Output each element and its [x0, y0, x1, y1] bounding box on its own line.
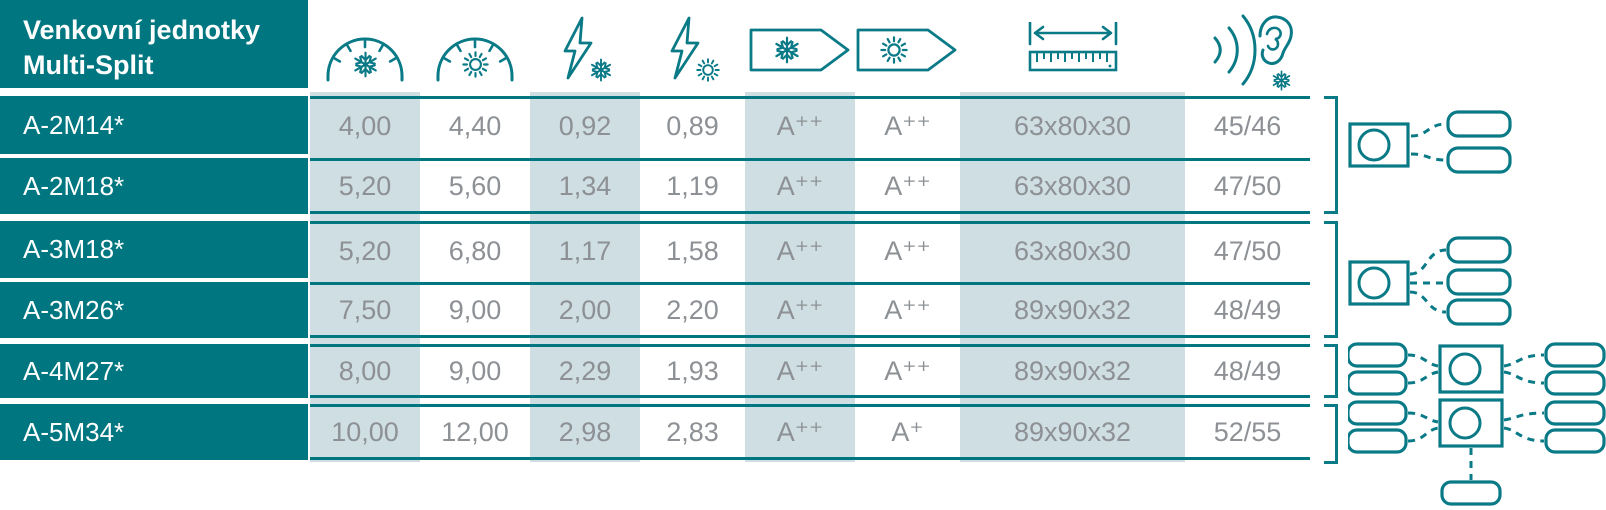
cell-energy-class-heating: A⁺: [891, 416, 924, 447]
bolt-snowflake-icon: [563, 16, 613, 82]
cell-noise-level: 48/49: [1213, 355, 1282, 386]
cell-dimensions: 89x90x32: [1013, 416, 1132, 447]
cell-noise-level: 52/55: [1213, 416, 1282, 447]
cell-dimensions: 63x80x30: [1013, 170, 1132, 201]
group-bracket-4-units: [1324, 344, 1338, 398]
config-diagram-3-indoor-units: [1348, 236, 1512, 326]
cell-cooling-capacity: 8,00: [338, 355, 392, 386]
gauge-snowflake-icon: [326, 37, 404, 82]
model-name: A-2M14*: [0, 96, 308, 154]
model-name: A-4M27*: [0, 344, 308, 398]
cell-heating-capacity: 9,00: [448, 355, 502, 386]
cell-power-input-cooling: 2,29: [558, 355, 612, 386]
energy-label-sun-icon: [856, 28, 957, 72]
model-name: A-2M18*: [0, 158, 308, 214]
cell-noise-level: 48/49: [1213, 294, 1282, 325]
table-row: A-3M18* 5,20 6,80 1,17 1,58 A⁺⁺ A⁺⁺ 63x8…: [0, 221, 1310, 278]
column-stripe: [530, 92, 640, 462]
cell-cooling-capacity: 7,50: [338, 294, 392, 325]
cell-energy-class-cooling: A⁺⁺: [776, 170, 824, 201]
cell-energy-class-cooling: A⁺⁺: [776, 111, 824, 141]
table-header-title: Venkovní jednotky Multi-Split: [0, 0, 308, 88]
cell-power-input-heating: 1,19: [666, 170, 719, 201]
column-stripe: [310, 92, 420, 462]
model-name: A-3M18*: [0, 221, 308, 278]
table-row: A-5M34* 10,00 12,00 2,98 2,83 A⁺⁺ A⁺ 89x…: [0, 404, 1310, 460]
cell-power-input-heating: 1,93: [666, 355, 719, 386]
cell-power-input-heating: 2,20: [666, 294, 719, 325]
ear-sound-snowflake-icon: [1213, 14, 1293, 91]
ruler-icon: [1028, 22, 1118, 72]
cell-energy-class-heating: A⁺⁺: [884, 235, 931, 266]
cell-cooling-capacity: 5,20: [338, 170, 392, 201]
cell-cooling-capacity: 5,20: [338, 235, 392, 266]
cell-heating-capacity: 5,60: [448, 170, 502, 201]
cell-dimensions: 89x90x32: [1013, 294, 1132, 325]
title-line-1: Venkovní jednotky: [23, 15, 261, 45]
cell-energy-class-cooling: A⁺⁺: [776, 294, 824, 325]
bolt-sun-icon: [670, 16, 720, 82]
column-stripe: [745, 92, 855, 462]
gauge-sun-icon: [436, 37, 514, 82]
cell-energy-class-heating: A⁺⁺: [884, 111, 931, 141]
cell-heating-capacity: 9,00: [448, 294, 502, 325]
group-bracket-3-units: [1324, 221, 1338, 338]
cell-heating-capacity: 6,80: [448, 235, 502, 266]
cell-power-input-heating: 2,83: [666, 416, 719, 447]
energy-label-snowflake-icon: [749, 28, 850, 72]
cell-noise-level: 47/50: [1213, 170, 1282, 201]
cell-energy-class-cooling: A⁺⁺: [776, 416, 824, 447]
cell-heating-capacity: 4,40: [448, 111, 502, 141]
config-diagram-4-indoor-units: [1348, 342, 1606, 396]
cell-heating-capacity: 12,00: [441, 416, 509, 447]
cell-power-input-heating: 1,58: [666, 235, 719, 266]
title-line-2: Multi-Split: [23, 49, 154, 80]
cell-dimensions: 63x80x30: [1013, 111, 1132, 141]
group-bracket-2-units: [1324, 96, 1338, 214]
group-bracket-5-units: [1324, 404, 1338, 464]
cell-noise-level: 45/46: [1213, 111, 1282, 141]
cell-energy-class-heating: A⁺⁺: [884, 355, 931, 386]
table-row: A-4M27* 8,00 9,00 2,29 1,93 A⁺⁺ A⁺⁺ 89x9…: [0, 344, 1310, 398]
cell-energy-class-heating: A⁺⁺: [884, 294, 931, 325]
config-diagram-2-indoor-units: [1348, 110, 1512, 174]
cell-dimensions: 89x90x32: [1013, 355, 1132, 386]
table-row: A-2M18* 5,20 5,60 1,34 1,19 A⁺⁺ A⁺⁺ 63x8…: [0, 158, 1310, 214]
cell-power-input-cooling: 0,92: [558, 111, 612, 141]
cell-power-input-cooling: 2,00: [558, 294, 612, 325]
cell-dimensions: 63x80x30: [1013, 235, 1132, 266]
cell-power-input-cooling: 1,34: [558, 170, 612, 201]
cell-energy-class-heating: A⁺⁺: [884, 170, 931, 201]
config-diagram-5-indoor-units: [1348, 398, 1606, 506]
cell-power-input-cooling: 2,98: [558, 416, 612, 447]
cell-cooling-capacity: 10,00: [331, 416, 399, 447]
cell-energy-class-cooling: A⁺⁺: [776, 235, 824, 266]
cell-energy-class-cooling: A⁺⁺: [776, 355, 824, 386]
model-name: A-5M34*: [0, 404, 308, 460]
cell-power-input-cooling: 1,17: [558, 235, 612, 266]
model-name: A-3M26*: [0, 282, 308, 338]
table-row: A-3M26* 7,50 9,00 2,00 2,20 A⁺⁺ A⁺⁺ 89x9…: [0, 282, 1310, 338]
cell-noise-level: 47/50: [1213, 235, 1282, 266]
column-stripe: [960, 92, 1185, 462]
table-row: A-2M14* 4,00 4,40 0,92 0,89 A⁺⁺ A⁺⁺ 63x8…: [0, 96, 1310, 154]
cell-cooling-capacity: 4,00: [338, 111, 392, 141]
cell-power-input-heating: 0,89: [666, 111, 719, 141]
